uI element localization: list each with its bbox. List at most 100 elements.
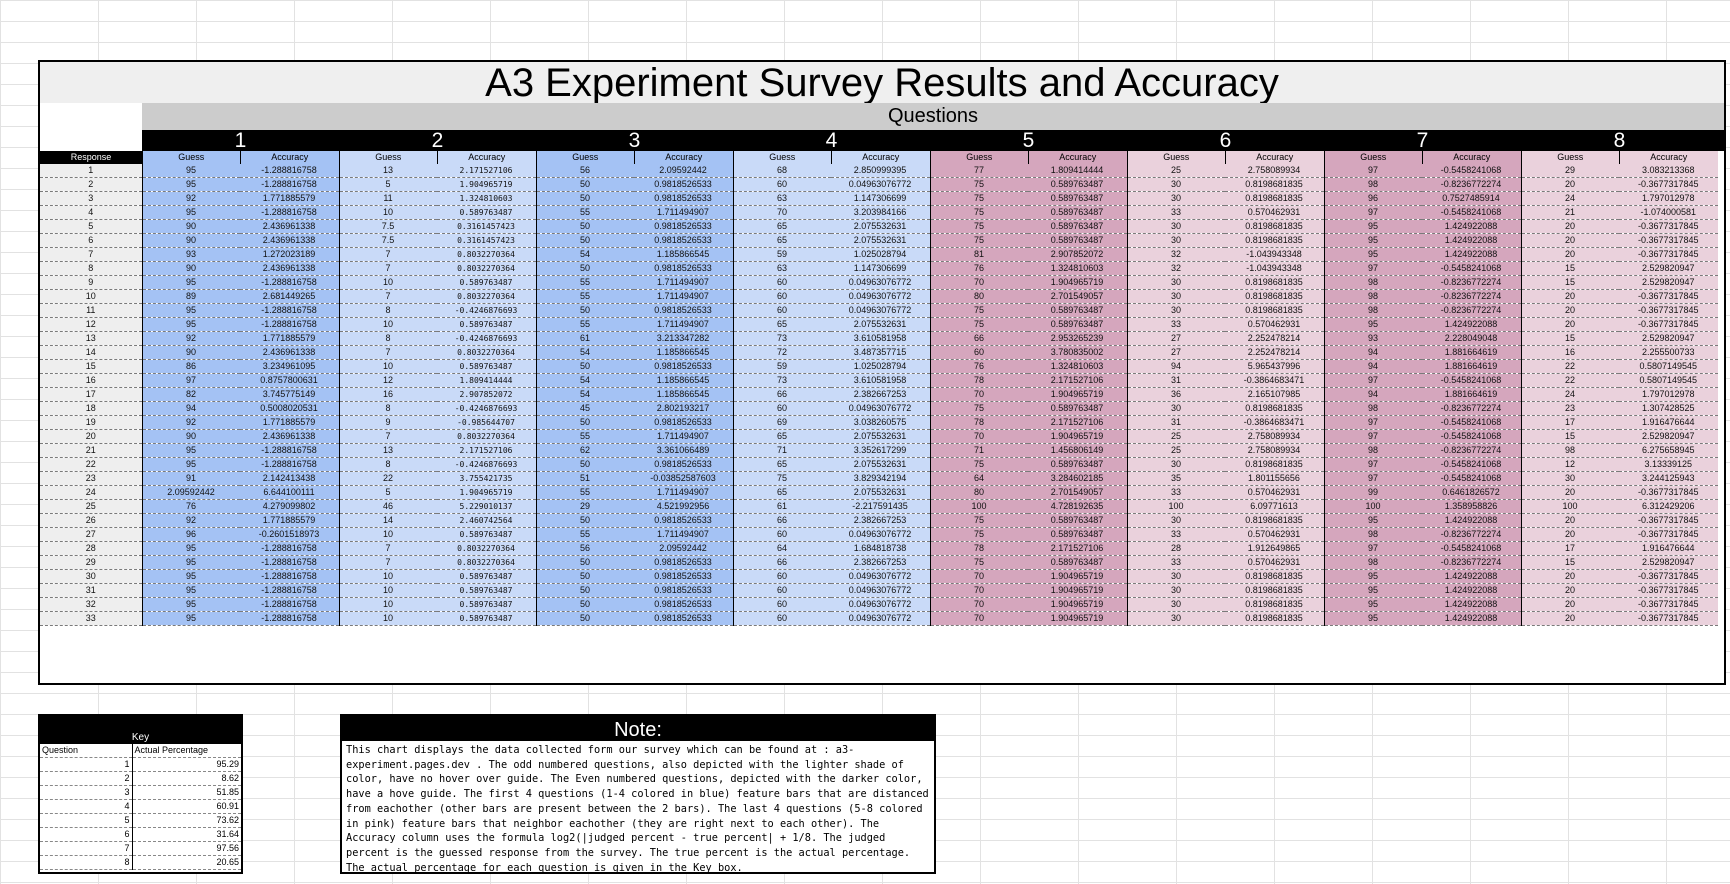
accuracy-cell[interactable]: -0.5458241068 [1421, 164, 1521, 179]
guess-cell[interactable]: 10 [338, 569, 437, 585]
response-number-cell[interactable]: 1 [40, 164, 142, 179]
accuracy-cell[interactable]: 1.904965719 [436, 177, 536, 193]
guess-cell[interactable]: 55 [535, 527, 634, 543]
response-number-cell[interactable]: 18 [40, 401, 142, 417]
response-number-cell[interactable]: 22 [40, 457, 142, 473]
accuracy-cell[interactable]: -0.2601518973 [239, 527, 339, 543]
guess-cell[interactable]: 64 [929, 471, 1028, 487]
guess-cell[interactable]: 77 [929, 164, 1028, 179]
accuracy-cell[interactable]: 2.252478214 [1224, 331, 1324, 347]
guess-cell[interactable]: 70 [929, 597, 1028, 613]
guess-cell[interactable]: 60 [732, 289, 831, 305]
guess-cell[interactable]: 8 [338, 303, 437, 319]
guess-cell[interactable]: 59 [732, 247, 831, 263]
guess-cell[interactable]: 45 [535, 401, 634, 417]
guess-cell[interactable]: 30 [1126, 177, 1225, 193]
accuracy-cell[interactable]: -1.288816758 [239, 443, 339, 459]
response-number-cell[interactable]: 7 [40, 247, 142, 263]
guess-cell[interactable]: 7 [338, 345, 437, 361]
accuracy-cell[interactable]: 0.589763487 [436, 583, 536, 599]
accuracy-cell[interactable]: 1.904965719 [1027, 387, 1127, 403]
response-number-cell[interactable]: 15 [40, 359, 142, 375]
guess-cell[interactable]: 75 [929, 303, 1028, 319]
guess-cell[interactable]: 95 [141, 205, 240, 221]
guess-cell[interactable]: 24 [1520, 387, 1619, 403]
question-number[interactable]: 7 [1416, 129, 1429, 152]
accuracy-cell[interactable]: -0.4246876693 [436, 331, 536, 347]
guess-cell[interactable]: 98 [1323, 555, 1422, 571]
accuracy-cell[interactable]: 1.771885579 [239, 513, 339, 529]
accuracy-cell[interactable]: -1.288816758 [239, 597, 339, 613]
guess-cell[interactable]: 20 [1520, 289, 1619, 305]
guess-cell[interactable]: 20 [1520, 569, 1619, 585]
guess-cell[interactable]: 94 [1323, 345, 1422, 361]
guess-cell[interactable]: 30 [1126, 569, 1225, 585]
guess-header[interactable]: Guess [339, 151, 437, 164]
guess-cell[interactable]: 60 [732, 527, 831, 543]
accuracy-cell[interactable]: 0.589763487 [436, 205, 536, 221]
guess-cell[interactable]: 22 [338, 471, 437, 487]
guess-cell[interactable]: 71 [929, 443, 1028, 459]
accuracy-cell[interactable]: 0.589763487 [436, 275, 536, 291]
accuracy-cell[interactable]: 0.04963076772 [830, 275, 930, 291]
accuracy-cell[interactable]: 2.953265239 [1027, 331, 1127, 347]
response-number-cell[interactable]: 23 [40, 471, 142, 487]
guess-cell[interactable]: 73 [732, 373, 831, 389]
accuracy-cell[interactable]: 1.904965719 [1027, 429, 1127, 445]
accuracy-cell[interactable]: 0.04963076772 [830, 303, 930, 319]
accuracy-cell[interactable]: 0.589763487 [1027, 233, 1127, 249]
accuracy-cell[interactable]: 2.802193217 [633, 401, 733, 417]
guess-cell[interactable]: 61 [732, 499, 831, 515]
guess-cell[interactable]: 75 [929, 177, 1028, 193]
accuracy-cell[interactable]: -0.5458241068 [1421, 471, 1521, 487]
accuracy-cell[interactable]: -0.3677317845 [1618, 233, 1718, 249]
guess-cell[interactable]: 30 [1126, 513, 1225, 529]
accuracy-cell[interactable]: 0.04963076772 [830, 177, 930, 193]
accuracy-cell[interactable]: 0.8198681835 [1224, 233, 1324, 249]
guess-cell[interactable]: 51 [535, 471, 634, 487]
accuracy-cell[interactable]: -2.217591435 [830, 499, 930, 515]
guess-cell[interactable]: 29 [535, 499, 634, 515]
accuracy-cell[interactable]: 2.075532631 [830, 233, 930, 249]
accuracy-cell[interactable]: 2.529820947 [1618, 261, 1718, 277]
accuracy-cell[interactable]: 0.589763487 [436, 527, 536, 543]
response-number-cell[interactable]: 2 [40, 177, 142, 193]
guess-cell[interactable]: 16 [1520, 345, 1619, 361]
questions-header[interactable]: Questions [142, 103, 1724, 130]
guess-cell[interactable]: 15 [1520, 429, 1619, 445]
response-number-cell[interactable]: 6 [40, 233, 142, 249]
accuracy-cell[interactable]: -1.043943348 [1224, 261, 1324, 277]
accuracy-cell[interactable]: 1.456806149 [1027, 443, 1127, 459]
accuracy-cell[interactable]: 0.589763487 [1027, 205, 1127, 221]
guess-cell[interactable]: 75 [929, 205, 1028, 221]
accuracy-cell[interactable]: -0.8236772274 [1421, 443, 1521, 459]
guess-cell[interactable]: 55 [535, 429, 634, 445]
guess-cell[interactable]: 30 [1520, 471, 1619, 487]
guess-cell[interactable]: 95 [141, 583, 240, 599]
guess-cell[interactable]: 66 [732, 513, 831, 529]
guess-cell[interactable]: 32 [1126, 247, 1225, 263]
accuracy-cell[interactable]: 2.142413438 [239, 471, 339, 487]
accuracy-cell[interactable]: 3.487357715 [830, 345, 930, 361]
guess-cell[interactable]: 50 [535, 233, 634, 249]
guess-cell[interactable]: 31 [1126, 373, 1225, 389]
guess-cell[interactable]: 30 [1126, 275, 1225, 291]
response-number-cell[interactable]: 12 [40, 317, 142, 333]
guess-cell[interactable]: 20 [1520, 247, 1619, 263]
guess-cell[interactable]: 20 [1520, 597, 1619, 613]
guess-cell[interactable]: 20 [1520, 513, 1619, 529]
guess-cell[interactable]: 33 [1126, 205, 1225, 221]
guess-cell[interactable]: 54 [535, 373, 634, 389]
guess-cell[interactable]: 20 [1520, 177, 1619, 193]
guess-cell[interactable]: 76 [929, 261, 1028, 277]
guess-cell[interactable]: 75 [732, 471, 831, 487]
guess-cell[interactable]: 33 [1126, 485, 1225, 501]
guess-cell[interactable]: 9 [338, 415, 437, 431]
response-number-cell[interactable]: 8 [40, 261, 142, 277]
guess-cell[interactable]: 46 [338, 499, 437, 515]
accuracy-cell[interactable]: 1.912649865 [1224, 541, 1324, 557]
accuracy-header[interactable]: Accuracy [1618, 151, 1718, 164]
accuracy-cell[interactable]: 1.324810603 [1027, 261, 1127, 277]
accuracy-cell[interactable]: 1.424922088 [1421, 611, 1521, 627]
guess-cell[interactable]: 25 [1126, 164, 1225, 179]
